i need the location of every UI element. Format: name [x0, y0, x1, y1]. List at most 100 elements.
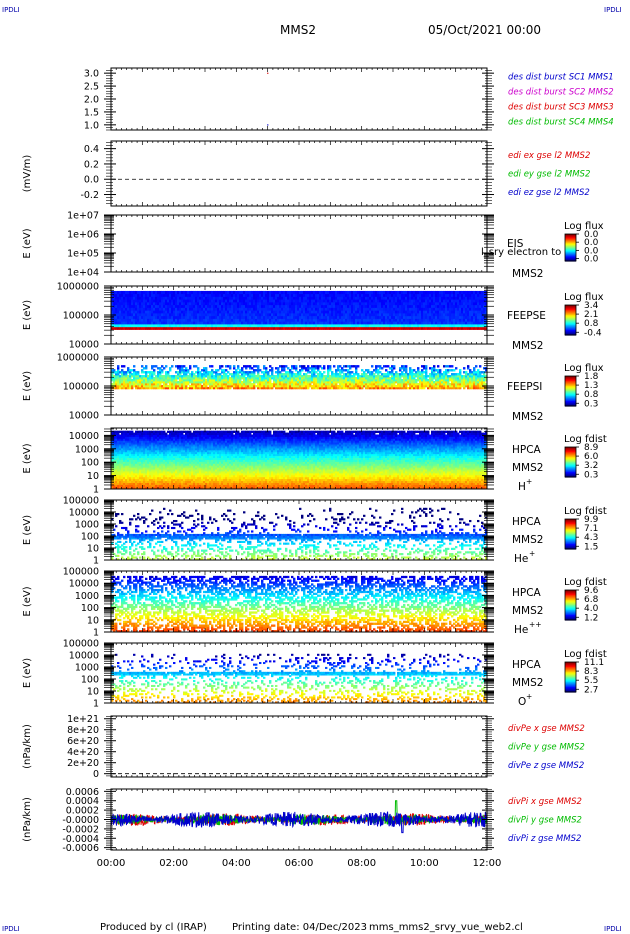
heatmap-cell	[291, 315, 294, 319]
heatmap-cell	[295, 321, 298, 325]
heatmap-cell	[351, 386, 354, 390]
heatmap-cell	[351, 378, 354, 382]
heatmap-cell	[165, 318, 168, 322]
heatmap-cell	[279, 326, 282, 330]
heatmap-cell	[269, 377, 272, 380]
heatmap-cell	[183, 304, 186, 308]
heatmap-cell	[317, 296, 320, 300]
heatmap-cell	[219, 377, 222, 380]
heatmap-cell	[347, 382, 350, 386]
heatmap-cell	[407, 301, 410, 306]
heatmap-cell	[355, 326, 358, 330]
heatmap-cell	[275, 386, 278, 390]
heatmap-cell	[391, 293, 394, 297]
heatmap-cell	[221, 307, 224, 311]
heatmap-cell	[403, 375, 406, 378]
heatmap-cell	[267, 293, 270, 297]
heatmap-cell	[437, 321, 440, 325]
heatmap-cell	[461, 326, 464, 330]
heatmap-cell	[177, 377, 180, 380]
heatmap-cell	[369, 377, 372, 380]
heatmap-cell	[365, 307, 368, 311]
heatmap-cell	[327, 378, 330, 382]
heatmap-cell	[129, 386, 132, 390]
heatmap-cell	[127, 307, 130, 311]
heatmap-cell	[397, 310, 400, 314]
heatmap-cell	[343, 304, 346, 308]
heatmap-cell	[319, 307, 322, 311]
heatmap-cell	[181, 293, 184, 297]
heatmap-cell	[449, 375, 452, 378]
heatmap-cell	[423, 312, 426, 317]
heatmap-cell	[471, 373, 474, 376]
heatmap-cell	[455, 310, 458, 314]
heatmap-cell	[465, 373, 468, 376]
heatmap-cell	[387, 323, 390, 328]
heatmap-cell	[155, 321, 158, 325]
heatmap-cell	[295, 296, 298, 300]
heatmap-cell	[127, 326, 130, 330]
heatmap-cell	[177, 304, 180, 308]
heatmap-cell	[343, 384, 346, 388]
heatmap-cell	[217, 321, 220, 325]
heatmap-cell	[463, 377, 466, 380]
heatmap-cell	[267, 296, 270, 300]
heatmap-cell	[307, 378, 310, 382]
heatmap-cell	[147, 312, 150, 317]
colorbar-label: -0.4	[584, 328, 602, 338]
heatmap-cell	[471, 304, 474, 308]
heatmap-cell	[175, 377, 178, 380]
heatmap-cell	[425, 299, 428, 303]
heatmap-cell	[231, 312, 234, 317]
heatmap-cell	[215, 299, 218, 303]
heatmap-cell	[335, 386, 338, 390]
heatmap-cell	[313, 290, 316, 295]
heatmap-cell	[119, 290, 122, 295]
heatmap-cell	[133, 299, 136, 303]
heatmap-cell	[211, 293, 214, 297]
heatmap-cell	[281, 315, 284, 319]
heatmap-cell	[479, 386, 482, 390]
heatmap-cell	[317, 382, 320, 386]
heatmap-cell	[431, 384, 434, 388]
heatmap-cell	[231, 315, 234, 319]
heatmap-cell	[279, 377, 282, 380]
heatmap-cell	[121, 290, 124, 295]
heatmap-cell	[251, 296, 254, 300]
heatmap-cell	[237, 323, 240, 328]
heatmap-cell	[485, 299, 487, 303]
heatmap-cell	[463, 386, 466, 390]
heatmap-cell	[407, 377, 410, 380]
heatmap-cell	[453, 377, 456, 380]
heatmap-cell	[173, 380, 176, 384]
heatmap-cell	[279, 323, 282, 328]
heatmap-cell	[447, 315, 450, 319]
heatmap-cell	[335, 321, 338, 325]
heatmap-cell	[141, 296, 144, 300]
colorbar-cell	[565, 249, 576, 252]
heatmap-cell	[481, 377, 484, 380]
heatmap-cell	[185, 377, 188, 380]
heatmap-cell	[239, 307, 242, 311]
heatmap-cell	[483, 378, 486, 382]
heatmap-cell	[271, 299, 274, 303]
heatmap-cell	[251, 307, 254, 311]
heatmap-cell	[357, 290, 360, 295]
heatmap-cell	[203, 384, 206, 388]
heatmap-cell	[373, 323, 376, 328]
heatmap-cell	[315, 321, 318, 325]
heatmap-cell	[381, 296, 384, 300]
heatmap-cell	[171, 377, 174, 380]
heatmap-cell	[283, 318, 286, 322]
heatmap-cell	[201, 307, 204, 311]
heatmap-cell	[309, 293, 312, 297]
heatmap-cell	[337, 315, 340, 319]
heatmap-cell	[407, 378, 410, 382]
heatmap-cell	[449, 290, 452, 295]
heatmap-cell	[441, 301, 444, 306]
heatmap-cell	[465, 382, 468, 386]
heatmap-cell	[291, 301, 294, 306]
heatmap-cell	[447, 323, 450, 328]
heatmap-cell	[189, 307, 192, 311]
